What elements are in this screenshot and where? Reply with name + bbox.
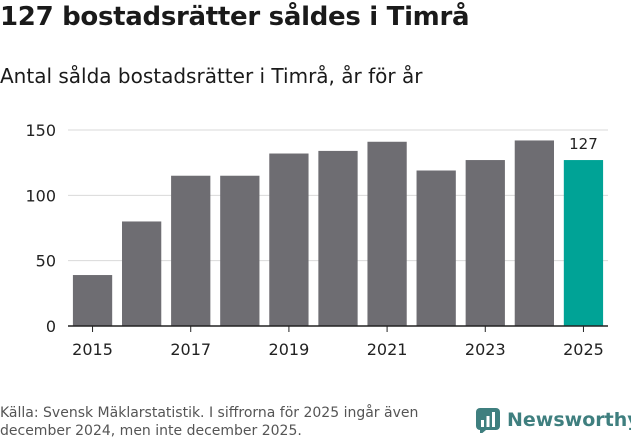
bar-2016 — [122, 221, 162, 326]
x-tick-label: 2021 — [367, 340, 408, 359]
x-tick-label: 2019 — [269, 340, 310, 359]
brand-name: Newsworthy — [507, 409, 631, 431]
bar-2022 — [416, 170, 456, 326]
x-axis-ticks: 2015 2017 2019 2021 2023 2025 — [72, 326, 604, 359]
x-tick-label: 2015 — [72, 340, 113, 359]
y-tick-label: 0 — [46, 317, 56, 336]
bar-2025 — [563, 160, 604, 326]
bars — [68, 140, 608, 327]
bar-2018 — [220, 175, 260, 326]
chart-title: 127 bostadsrätter såldes i Timrå — [0, 2, 470, 32]
y-tick-label: 150 — [25, 121, 56, 140]
bar-2020 — [318, 150, 358, 326]
bar-chart: 0 50 100 150 127 2015 2017 2019 2021 2023 2025 — [25, 121, 608, 359]
chart-subtitle: Antal sålda bostadsrätter i Timrå, år fö… — [0, 64, 423, 88]
bar-2021 — [367, 141, 407, 326]
y-axis-ticks: 0 50 100 150 — [25, 121, 56, 336]
x-tick-label: 2023 — [465, 340, 506, 359]
data-label-highlight: 127 — [569, 135, 598, 153]
x-tick-label: 2017 — [170, 340, 211, 359]
data-labels: 127 — [569, 135, 598, 153]
bar-2017 — [171, 175, 211, 326]
bar-2023 — [465, 160, 505, 326]
x-tick-label: 2025 — [563, 340, 604, 359]
bar-2015 — [72, 275, 113, 326]
y-tick-label: 100 — [25, 186, 56, 205]
bar-2019 — [269, 153, 309, 326]
y-tick-label: 50 — [36, 252, 56, 271]
bar-2024 — [514, 140, 554, 326]
bar-chart-logo-icon — [476, 408, 500, 433]
brand-logo[interactable]: Newsworthy — [475, 407, 631, 433]
source-note: Källa: Svensk Mäklarstatistik. I siffror… — [0, 405, 419, 439]
